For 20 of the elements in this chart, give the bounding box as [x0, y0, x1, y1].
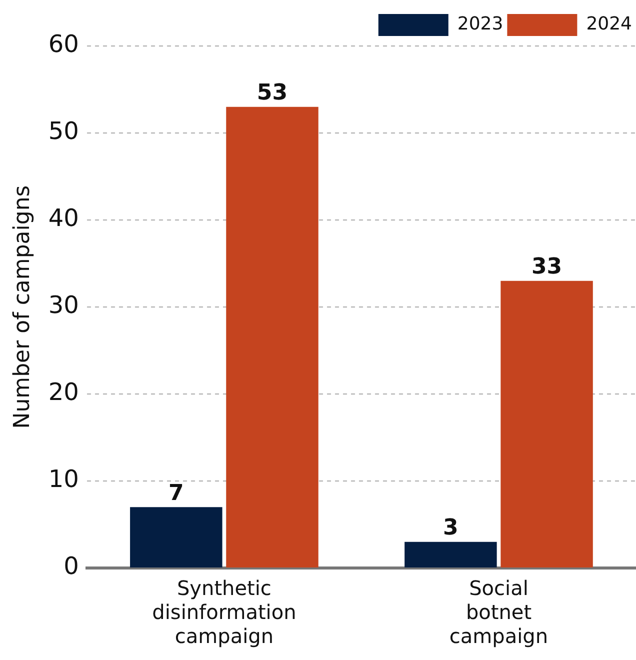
y-axis-title: Number of campaigns: [10, 185, 35, 429]
y-tick-label: 50: [48, 117, 79, 146]
y-tick-label: 40: [48, 204, 79, 232]
y-tick-label: 30: [48, 291, 79, 320]
x-tick-label: Synthetic disinformation campaign: [152, 576, 296, 648]
data-label: 33: [531, 254, 562, 280]
data-label: 53: [256, 80, 288, 106]
bar: [500, 280, 593, 568]
y-tick-label: 10: [48, 465, 79, 494]
data-label: 3: [443, 516, 458, 541]
legend-label: 2023: [457, 14, 504, 35]
bar: [226, 106, 318, 568]
y-tick-label: 0: [64, 552, 79, 580]
bar: [404, 542, 497, 568]
bar: [130, 507, 222, 568]
y-tick-label: 60: [48, 30, 79, 58]
data-label: 7: [168, 480, 184, 506]
legend-label: 2024: [586, 14, 632, 35]
x-tick-label: Social botnet campaign: [449, 576, 548, 648]
y-tick-label: 20: [48, 378, 79, 406]
